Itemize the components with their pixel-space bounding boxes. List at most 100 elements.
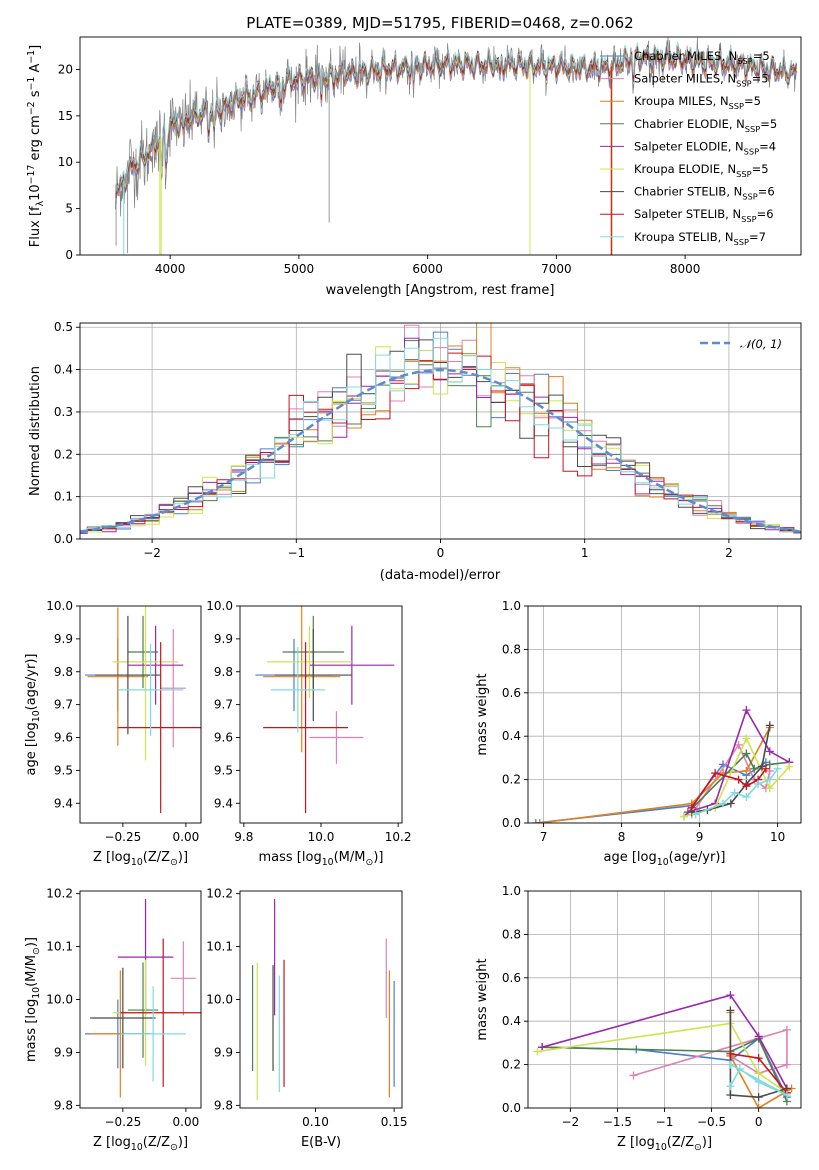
y-tick-label: 0.0 — [502, 816, 521, 830]
y-tick-label: 10.0 — [46, 599, 73, 613]
legend-label-salpeter-stelib: Salpeter STELIB, NSSP=6 — [634, 207, 774, 224]
age_vs_mass-axes: 9.8 10.0 10.2 9.4 9.5 9.6 9.7 9.8 9.9 10.0 mass [l… — [206, 599, 411, 868]
y-tick-label: 15 — [58, 109, 73, 123]
weight_vs_age-axes: 7 8 9 10 0.0 0.2 0.4 0.6 0.8 1.0 age [log10(age/yr… — [475, 599, 802, 868]
y-tick-label: 10.0 — [46, 993, 73, 1007]
axes-frame — [239, 605, 403, 824]
legend-label-chabrier-elodie: Chabrier ELODIE, NSSP=5 — [634, 117, 777, 134]
residuals-axes: −2 −1 0 1 2 0.0 0.1 0.2 0.3 0.4 0.5 (data-model)/er… — [28, 320, 802, 583]
histogram-kroupa-stelib — [80, 337, 801, 533]
weight-point-chabrier-elodie — [742, 749, 751, 758]
weight-point-kroupa-stelib — [691, 810, 700, 819]
y-tick-label: 0.1 — [54, 490, 73, 504]
weight-point-kroupa-elodie — [785, 762, 794, 771]
x-axis-label: mass [log10(M/M⊙)] — [259, 850, 384, 868]
weight-point-kroupa-miles — [535, 819, 544, 823]
y-tick-label: 10.0 — [206, 599, 233, 613]
y-axis-label: Normed distribution — [28, 366, 43, 496]
weight-point-kroupa-stelib — [735, 1064, 744, 1073]
legend-label-kroupa-stelib: Kroupa STELIB, NSSP=7 — [634, 230, 766, 247]
x-axis-label: wavelength [Angstrom, rest frame] — [326, 283, 555, 298]
weight-point-chabrier-elodie — [750, 764, 759, 773]
spectrum-axes-plot-area — [115, 37, 798, 255]
x-tick-label: −0.25 — [104, 830, 141, 844]
weight-point-salpeter-miles — [734, 740, 743, 749]
y-tick-label: 9.8 — [54, 665, 73, 679]
weight-point-salpeter-miles — [629, 1071, 638, 1080]
x-tick-label: −2 — [562, 1115, 580, 1129]
weight-point-kroupa-stelib — [742, 792, 751, 801]
x-tick-label: −0.25 — [104, 1115, 141, 1129]
y-tick-label: 0.6 — [502, 971, 521, 985]
weight-point-kroupa-stelib — [754, 1077, 763, 1086]
y-tick-label: 10.0 — [206, 993, 233, 1007]
weight-point-salpeter-stelib — [726, 1049, 735, 1058]
weight-point-salpeter-elodie — [742, 706, 751, 715]
weight-point-kroupa-elodie — [742, 734, 751, 743]
y-tick-label: 5 — [65, 202, 73, 216]
x-axis-label: Z [log10(Z/Z⊙)] — [93, 850, 188, 868]
weight_vs_Z-axes: −2 −1.5 −1 −0.5 0 0.0 0.2 0.4 0.6 0.8 1.0 Z [log10(… — [475, 884, 802, 1153]
mass_vs_EBV-axes-plot-area — [251, 898, 395, 1101]
weight-point-chabrier-stelib — [726, 799, 735, 808]
legend-label-gaussian: 𝒩(0, 1) — [740, 337, 782, 351]
x-tick-label: 5000 — [284, 262, 315, 276]
y-tick-label: 0.6 — [502, 686, 521, 700]
weight-point-salpeter-miles — [782, 1060, 791, 1069]
y-tick-label: 9.4 — [54, 796, 73, 810]
weight-point-salpeter-elodie — [765, 747, 774, 756]
x-tick-label: 7 — [540, 830, 548, 844]
weight-point-chabrier-miles — [531, 819, 540, 823]
axes-frame — [79, 36, 802, 256]
weight-point-salpeter-miles — [782, 1025, 791, 1034]
y-tick-label: 0.3 — [54, 405, 73, 419]
y-tick-label: 9.5 — [214, 763, 233, 777]
weight-point-chabrier-stelib — [765, 721, 774, 730]
x-tick-label: 8 — [618, 830, 626, 844]
weight-point-kroupa-stelib — [719, 799, 727, 808]
x-tick-label: 10 — [770, 830, 785, 844]
y-tick-label: 10.2 — [206, 887, 233, 901]
weight-point-kroupa-stelib — [726, 1060, 735, 1069]
x-tick-label: 0.10 — [302, 1115, 329, 1129]
axes-frame — [239, 890, 403, 1109]
legend-label-salpeter-miles: Salpeter MILES, NSSP=5 — [634, 72, 769, 89]
y-tick-label: 9.6 — [54, 731, 73, 745]
y-tick-label: 9.9 — [54, 1045, 73, 1059]
x-tick-label: 0.00 — [173, 1115, 200, 1129]
weight-point-kroupa-miles — [742, 766, 751, 775]
weight_vs_age-axes-plot-area — [528, 606, 801, 823]
spectrum-axes: 4000 5000 6000 7000 8000 0 5 10 15 20 wavelength [… — [26, 36, 802, 298]
x-tick-label: 10.2 — [385, 830, 412, 844]
y-tick-label: 9.8 — [54, 1098, 73, 1112]
y-tick-label: 9.9 — [54, 632, 73, 646]
model-spectrum-kroupa-stelib — [115, 41, 797, 192]
x-tick-label: −2 — [143, 546, 161, 560]
age_vs_mass-axes-plot-area — [255, 606, 395, 814]
age_vs_Z-axes: −0.25 0.00 9.4 9.5 9.6 9.7 9.8 9.9 10.0 Z [log10(… — [24, 599, 202, 868]
x-tick-label: −1 — [656, 1115, 674, 1129]
legend-label-chabrier-miles: Chabrier MILES, NSSP=5 — [634, 49, 770, 66]
y-tick-label: 9.8 — [214, 1098, 233, 1112]
x-tick-label: 0 — [755, 1115, 763, 1129]
y-axis-label: Flux [fλ10−17 erg cm−2 s−1 A−1] — [26, 45, 46, 247]
x-tick-label: 2 — [725, 546, 733, 560]
x-tick-label: 4000 — [155, 262, 186, 276]
legend-label-chabrier-stelib: Chabrier STELIB, NSSP=6 — [634, 185, 775, 202]
weight-point-salpeter-stelib — [754, 1054, 763, 1063]
x-tick-label: −0.5 — [697, 1115, 726, 1129]
y-tick-label: 0.2 — [502, 773, 521, 787]
y-tick-label: 9.4 — [214, 796, 233, 810]
y-axis-label: age [log10(age/yr)] — [24, 654, 42, 776]
y-tick-label: 0.4 — [502, 729, 521, 743]
x-axis-label: (data-model)/error — [380, 568, 501, 583]
y-tick-label: 9.7 — [54, 698, 73, 712]
legend-label-kroupa-miles: Kroupa MILES, NSSP=5 — [634, 94, 761, 111]
y-tick-label: 0.8 — [502, 642, 521, 656]
weight-point-kroupa-elodie — [533, 1047, 542, 1056]
weight-point-kroupa-elodie — [754, 1069, 763, 1078]
weight-line-kroupa-elodie — [537, 1022, 788, 1094]
mass_vs_Z-axes: −0.25 0.00 9.8 9.9 10.0 10.1 10.2 Z [log10(Z/Z⊙… — [24, 887, 202, 1153]
weight-point-kroupa-stelib — [754, 779, 763, 788]
